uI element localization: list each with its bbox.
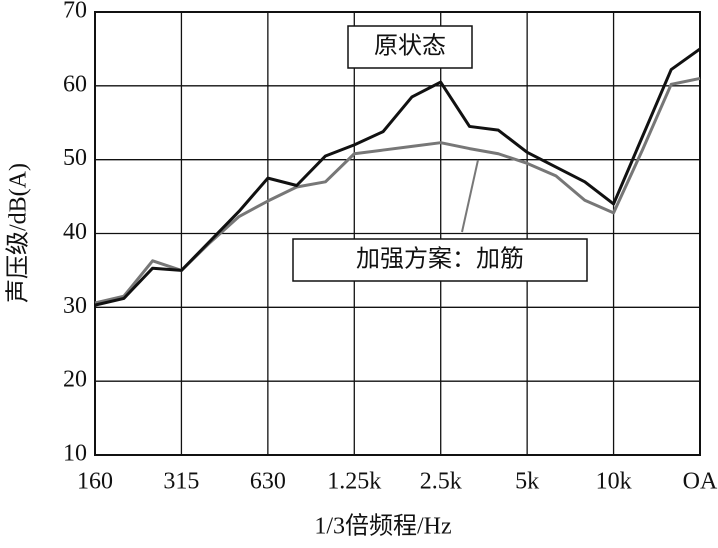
plot-frame bbox=[94, 11, 701, 456]
legend-label: 加强方案：加筋 bbox=[356, 246, 524, 273]
x-axis-label: 1/3倍频程/Hz bbox=[314, 513, 451, 540]
y-tick-label: 60 bbox=[63, 71, 87, 97]
x-tick-label: 160 bbox=[77, 469, 113, 495]
x-tick-label: 5k bbox=[515, 469, 539, 495]
y-tick-label: 30 bbox=[63, 293, 87, 319]
y-axis-label: 声压级/dB(A) bbox=[5, 163, 32, 303]
y-tick-label: 40 bbox=[63, 219, 87, 245]
leader-line bbox=[461, 159, 479, 233]
legend-box bbox=[347, 25, 473, 69]
x-tick-label: 10k bbox=[596, 469, 632, 495]
y-tick-label: 20 bbox=[63, 367, 87, 393]
x-tick-label: 630 bbox=[250, 469, 286, 495]
y-tick-label: 70 bbox=[63, 0, 87, 24]
y-tick-label: 10 bbox=[63, 441, 87, 467]
x-tick-label: OA bbox=[683, 469, 718, 495]
series-line bbox=[94, 47, 701, 307]
y-tick-label: 50 bbox=[63, 145, 87, 171]
x-tick-label: 2.5k bbox=[420, 469, 462, 495]
x-tick-label: 1.25k bbox=[327, 469, 381, 495]
legend-box bbox=[292, 238, 588, 282]
x-tick-label: 315 bbox=[163, 469, 199, 495]
legend-label: 原状态 bbox=[374, 33, 446, 60]
